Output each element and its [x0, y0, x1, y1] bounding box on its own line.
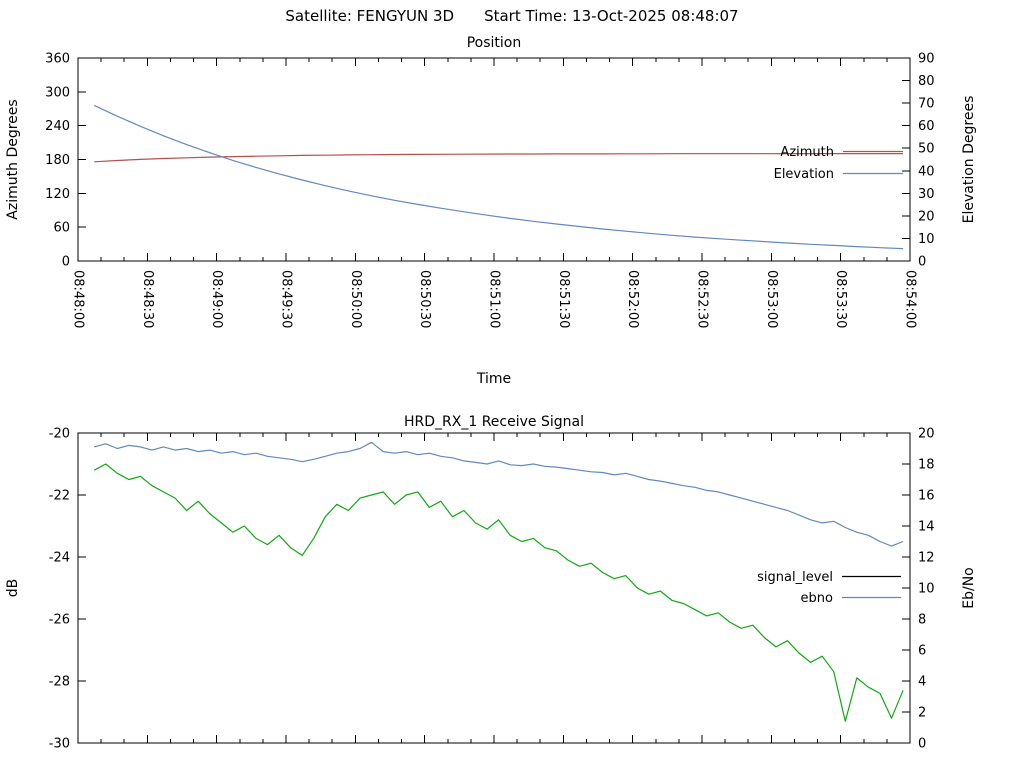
right-tick-label: 70 [918, 97, 935, 112]
right-tick-label: 4 [918, 675, 926, 690]
x-tick-label: 08:50:30 [417, 270, 432, 328]
right-tick-label: 20 [918, 427, 935, 442]
signal-level-series-line [93, 463, 904, 722]
left-tick-label: 240 [45, 119, 70, 134]
left-tick-label: -20 [49, 427, 70, 442]
x-tick-label: 08:53:30 [833, 270, 848, 328]
right-tick-label: 14 [918, 520, 935, 535]
left-tick-label: 180 [45, 153, 70, 168]
left-tick-label: -26 [49, 613, 70, 628]
right-axis-tick-labels: 0 2 4 6 8 10 12 14 16 18 20 [918, 427, 935, 752]
x-tick-label: 08:52:00 [625, 270, 640, 328]
chart-title: HRD_RX_1 Receive Signal [404, 414, 584, 430]
x-axis-tick-labels: 08:48:00 08:48:30 08:49:00 08:49:30 08:50:00… [71, 270, 918, 328]
left-tick-label: -28 [49, 675, 70, 690]
left-axis-tick-labels: -30 -28 -26 -24 -22 -20 [49, 427, 70, 752]
x-tick-label: 08:49:30 [279, 270, 294, 328]
left-tick-label: -30 [49, 737, 70, 752]
right-tick-label: 40 [918, 164, 935, 179]
right-tick-label: 2 [918, 706, 926, 721]
right-tick-label: 8 [918, 613, 926, 628]
left-tick-label: 60 [53, 221, 70, 236]
right-tick-label: 60 [918, 119, 935, 134]
left-tick-label: 120 [45, 187, 70, 202]
right-tick-label: 50 [918, 142, 935, 157]
position-chart: 0 60 120 180 240 300 360 0 10 20 30 40 50 60 70 80 90 08:… [5, 35, 977, 387]
right-tick-label: 10 [918, 232, 935, 247]
azimuth-series-line [94, 153, 904, 163]
x-tick-label: 08:54:00 [903, 270, 918, 328]
right-axis-label: Eb/No [961, 567, 977, 609]
receive-signal-chart: -30 -28 -26 -24 -22 -20 0 2 4 6 8 10 12 14 16 18 20 HRD_R… [5, 414, 977, 752]
chart-title: Position [467, 35, 522, 51]
left-axis-ticks [78, 57, 86, 262]
left-axis-label: dB [5, 579, 21, 598]
x-tick-label: 08:48:30 [140, 270, 155, 328]
left-tick-label: -22 [49, 489, 70, 504]
right-tick-label: 6 [918, 644, 926, 659]
x-tick-label: 08:52:30 [695, 270, 710, 328]
right-tick-label: 0 [918, 737, 926, 752]
right-tick-label: 90 [918, 52, 935, 67]
left-tick-label: 300 [45, 85, 70, 100]
right-axis-label: Elevation Degrees [961, 96, 977, 224]
legend: Azimuth Elevation [774, 145, 903, 182]
legend-label: signal_level [757, 570, 833, 585]
plot-border [77, 432, 911, 744]
left-axis-label: Azimuth Degrees [5, 99, 21, 219]
right-axis-ticks [902, 432, 910, 744]
left-tick-label: 0 [62, 255, 70, 270]
x-tick-label: 08:51:30 [556, 270, 571, 328]
x-axis-ticks [77, 58, 911, 261]
left-tick-label: -24 [49, 551, 70, 566]
right-tick-label: 10 [918, 582, 935, 597]
x-tick-label: 08:48:00 [71, 270, 86, 328]
main-title: Satellite: FENGYUN 3D Start Time: 13-Oct-… [0, 7, 1024, 25]
legend-label: ebno [801, 591, 833, 606]
left-tick-label: 360 [45, 52, 70, 67]
ebno-series-line [94, 441, 904, 547]
right-tick-label: 80 [918, 74, 935, 89]
x-tick-label: 08:50:00 [348, 270, 363, 328]
right-tick-label: 20 [918, 209, 935, 224]
x-tick-label: 08:49:00 [209, 270, 224, 328]
right-tick-label: 0 [918, 255, 926, 270]
right-tick-label: 30 [918, 187, 935, 202]
satellite-title: Satellite: FENGYUN 3D [285, 7, 455, 25]
right-tick-label: 12 [918, 551, 935, 566]
legend-label: Azimuth [780, 145, 834, 160]
legend-label: Elevation [774, 167, 834, 182]
left-axis-ticks [78, 432, 86, 744]
x-axis-ticks [77, 433, 911, 743]
right-axis-ticks [902, 57, 910, 262]
x-axis-label: Time [476, 371, 511, 387]
x-tick-label: 08:51:00 [487, 270, 502, 328]
elevation-series-line [93, 104, 904, 250]
right-tick-label: 16 [918, 489, 935, 504]
start-time-title: Start Time: 13-Oct-2025 08:48:07 [484, 7, 739, 25]
right-tick-label: 18 [918, 458, 935, 473]
right-axis-tick-labels: 0 10 20 30 40 50 60 70 80 90 [918, 52, 935, 270]
x-tick-label: 08:53:00 [764, 270, 779, 328]
left-axis-tick-labels: 0 60 120 180 240 300 360 [45, 52, 70, 270]
